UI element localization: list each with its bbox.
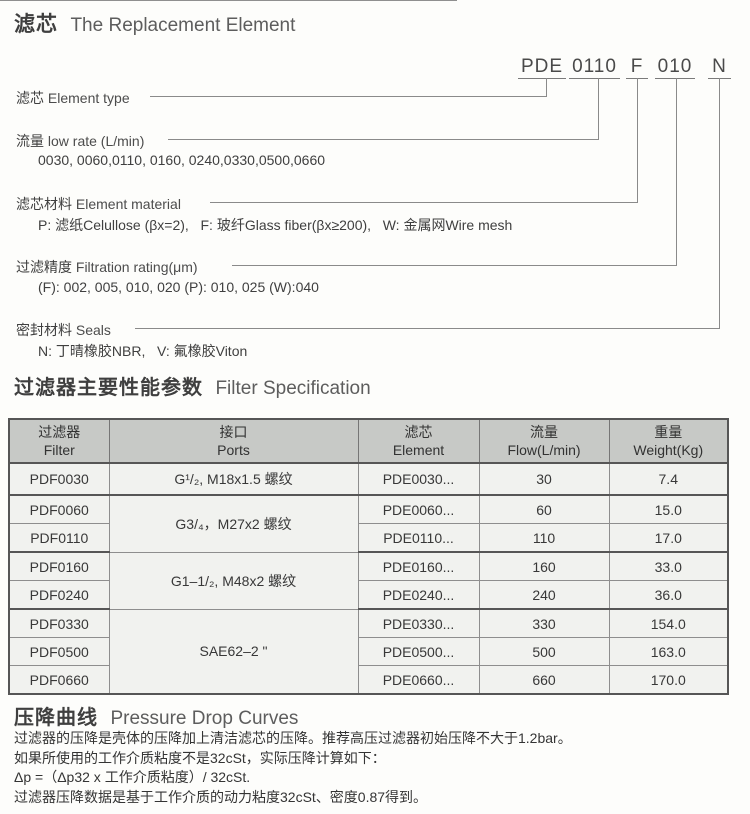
cell-element: PDE0110...: [357, 523, 480, 553]
cell-weight: 33.0: [608, 551, 729, 581]
cell-weight: 15.0: [608, 494, 729, 524]
field-label-element-material-zh: 滤芯材料: [16, 196, 72, 212]
field-label-element-type-en: Element type: [47, 90, 130, 106]
cell-ports: G3/₄，M27x2 螺纹: [108, 494, 359, 553]
cell-filter: PDF0660: [8, 665, 110, 695]
col-header-ports: 接口 Ports: [108, 418, 359, 464]
model-code-segment-rating: 010: [655, 56, 695, 79]
pressure-paragraph-4: 过滤器压降数据是基于工作介质的动力粘度32cSt、密度0.87得到。: [14, 788, 428, 805]
model-code-segment-type: PDE: [518, 56, 566, 79]
field-label-seals-en: Seals: [75, 322, 111, 338]
cell-flow: 240: [478, 580, 610, 610]
field-label-flow-rate-zh: 流量: [16, 133, 44, 149]
table-row: PDF0060 G3/₄，M27x2 螺纹 PDE0060... 60 15.0: [8, 494, 729, 553]
cell-element: PDE0030...: [357, 462, 480, 496]
table-row: PDF0240 PDE0240... 240 36.0: [8, 580, 729, 610]
cell-filter: PDF0030: [8, 462, 110, 496]
page-title: 滤芯 The Replacement Element: [14, 8, 295, 38]
top-rule: [0, 0, 457, 1]
table-row: PDF0660 PDE0660... 660 170.0: [8, 665, 729, 695]
cell-weight: 36.0: [608, 580, 729, 610]
field-label-element-material-en: Element material: [75, 196, 181, 212]
table-row: PDF0110 PDE0110... 110 17.0: [8, 523, 729, 553]
col-header-filter: 过滤器 Filter: [8, 418, 110, 464]
cell-element: PDE0160...: [357, 551, 480, 581]
model-code-segment-seal: N: [708, 56, 731, 79]
spec-section-title: 过滤器主要性能参数 Filter Specification: [14, 371, 371, 400]
pressure-paragraphs: 过滤器的压降是壳体的压降加上清洁滤芯的压降。推荐高压过滤器初始压降不大于1.2b…: [14, 729, 744, 807]
pressure-section-title-zh: 压降曲线: [14, 707, 98, 729]
col-header-flow: 流量 Flow(L/min): [478, 418, 610, 464]
cell-filter: PDF0330: [8, 608, 110, 638]
field-label-element-material: 滤芯材料 Element material: [16, 194, 185, 214]
field-label-seals-zh: 密封材料: [16, 322, 72, 338]
cell-ports: SAE62–2 ": [108, 608, 359, 695]
leader-line-filtration-rating: [232, 78, 677, 266]
field-detail-filtration-rating: (F): 002, 005, 010, 020 (P): 010, 025 (W…: [38, 279, 319, 295]
spec-section-title-en: Filter Specification: [215, 378, 371, 399]
spec-section-title-zh: 过滤器主要性能参数: [14, 377, 203, 399]
pressure-paragraph-1: 过滤器的压降是壳体的压降加上清洁滤芯的压降。推荐高压过滤器初始压降不大于1.2b…: [14, 730, 572, 746]
cell-flow: 500: [478, 637, 610, 666]
model-code-segment-material: F: [626, 56, 648, 79]
pressure-section-title: 压降曲线 Pressure Drop Curves: [14, 701, 298, 730]
cell-filter: PDF0060: [8, 494, 110, 524]
leader-line-flow-rate: [168, 78, 599, 140]
cell-flow: 110: [478, 523, 610, 553]
field-label-filtration-rating-en: Filtration rating(μm): [75, 259, 198, 275]
field-label-element-type-zh: 滤芯: [16, 90, 44, 106]
cell-ports: G1–1/₂, M48x2 螺纹: [108, 551, 359, 610]
col-header-weight: 重量 Weight(Kg): [608, 418, 729, 464]
cell-weight: 7.4: [608, 462, 729, 496]
cell-filter: PDF0500: [8, 637, 110, 666]
leader-line-element-material: [210, 78, 638, 203]
field-label-flow-rate: 流量 low rate (L/min): [16, 131, 149, 151]
table-row: PDF0500 PDE0500... 500 163.0: [8, 637, 729, 666]
field-label-element-type: 滤芯 Element type: [16, 88, 134, 108]
page-title-en: The Replacement Element: [70, 15, 296, 36]
cell-flow: 60: [478, 494, 610, 524]
col-header-element: 滤芯 Element: [357, 418, 480, 464]
field-detail-element-material: P: 滤纸Celullose (βx=2), F: 玻纤Glass fiber(…: [38, 217, 513, 233]
pressure-paragraph-3: Δp =（Δp32 x 工作介质粘度）/ 32cSt.: [14, 769, 251, 785]
page-title-zh: 滤芯: [14, 13, 58, 36]
cell-filter: PDF0160: [8, 551, 110, 581]
table-row: PDF0160 G1–1/₂, M48x2 螺纹 PDE0160... 160 …: [8, 551, 729, 610]
table-row: PDF0030 G¹/₂, M18x1.5 螺纹 PDE0030... 30 7…: [8, 462, 729, 496]
cell-element: PDE0240...: [357, 580, 480, 610]
cell-weight: 17.0: [608, 523, 729, 553]
field-detail-seals: N: 丁晴橡胶NBR, V: 氟橡胶Viton: [38, 343, 248, 359]
cell-filter: PDF0240: [8, 580, 110, 610]
field-label-flow-rate-en: low rate (L/min): [47, 133, 145, 149]
cell-ports: G¹/₂, M18x1.5 螺纹: [108, 462, 359, 496]
pressure-section-title-en: Pressure Drop Curves: [110, 708, 299, 729]
cell-element: PDE0660...: [357, 665, 480, 695]
cell-weight: 154.0: [608, 608, 729, 638]
cell-flow: 660: [478, 665, 610, 695]
field-detail-flow-rate: 0030, 0060,0110, 0160, 0240,0330,0500,06…: [38, 152, 326, 168]
cell-flow: 30: [478, 462, 610, 496]
cell-element: PDE0500...: [357, 637, 480, 666]
cell-flow: 160: [478, 551, 610, 581]
model-code-segment-flow: 0110: [569, 56, 620, 79]
cell-element: PDE0330...: [357, 608, 480, 638]
spec-table: 过滤器 Filter 接口 Ports 滤芯 Element 流量 Flow(L/min…: [8, 418, 729, 695]
pressure-paragraph-2: 如果所使用的工作介质粘度不是32cSt，实际压降计算如下：: [14, 749, 386, 766]
cell-weight: 163.0: [608, 637, 729, 666]
table-row: PDF0330 SAE62–2 " PDE0330... 330 154.0: [8, 608, 729, 695]
cell-filter: PDF0110: [8, 523, 110, 553]
field-label-filtration-rating: 过滤精度 Filtration rating(μm): [16, 257, 202, 277]
cell-flow: 330: [478, 608, 610, 638]
field-label-seals: 密封材料 Seals: [16, 320, 115, 340]
spec-table-header-row: 过滤器 Filter 接口 Ports 滤芯 Element 流量 Flow(L/min…: [8, 418, 729, 464]
cell-element: PDE0060...: [357, 494, 480, 524]
field-label-filtration-rating-zh: 过滤精度: [16, 259, 72, 275]
cell-weight: 170.0: [608, 665, 729, 695]
leader-line-element-type: [150, 78, 547, 97]
